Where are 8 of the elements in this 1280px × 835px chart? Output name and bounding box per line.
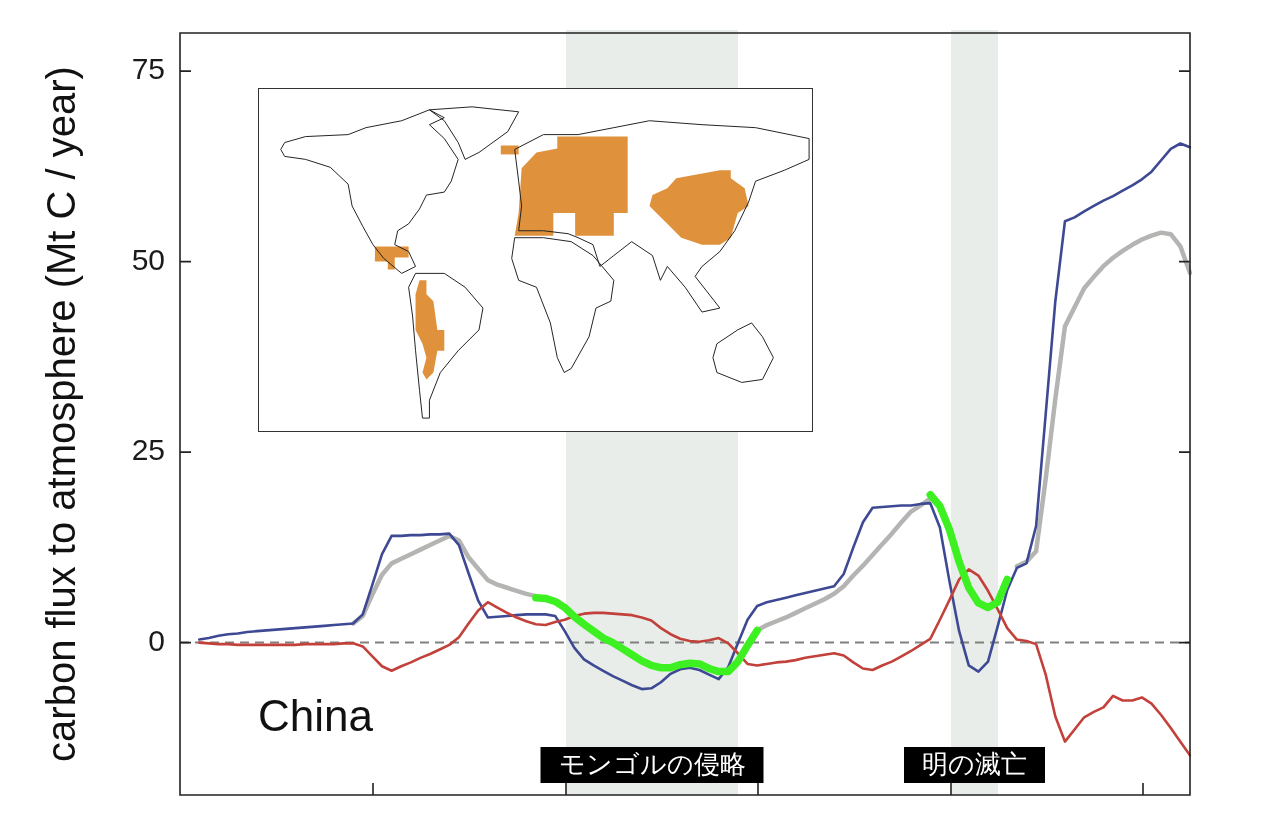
y-axis-title: carbon flux to atmosphere (Mt C / year) xyxy=(39,66,84,762)
y-tick-label: 50 xyxy=(131,242,165,276)
annotation: China xyxy=(258,691,374,740)
annotation: 明の滅亡 xyxy=(922,748,1027,779)
y-tick-label: 0 xyxy=(148,623,165,657)
y-tick-label: 75 xyxy=(131,52,165,86)
annotation: モンゴルの侵略 xyxy=(558,748,746,779)
y-tick-label: 25 xyxy=(131,433,165,467)
